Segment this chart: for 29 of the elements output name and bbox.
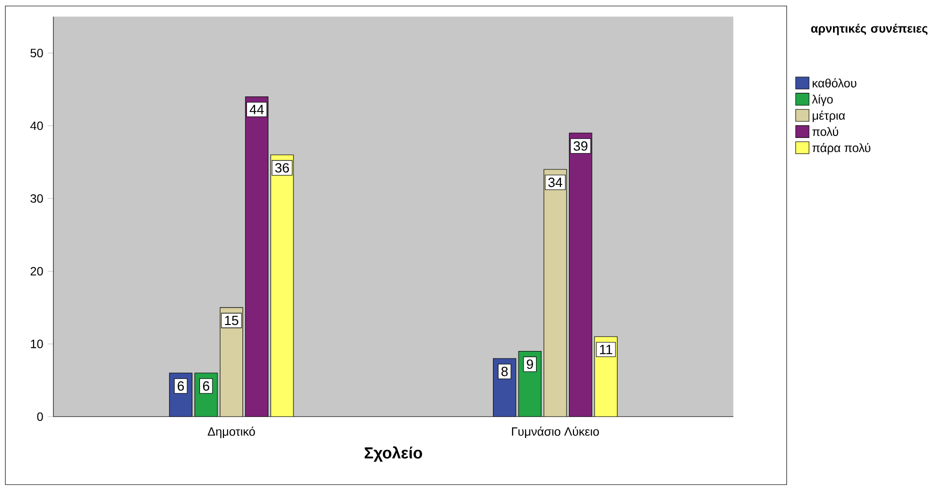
bar [544,169,567,417]
data-label: 11 [600,344,612,354]
data-label: 15 [225,316,238,326]
data-label: 34 [548,178,562,188]
bar [270,154,294,417]
data-label: 9 [526,359,533,369]
data-label: 6 [203,381,210,391]
x-axis-title: Σχολείο [364,446,422,462]
x-tick-label: Γυμνάσιο Λύκειο [512,426,599,438]
legend-label: πολύ [812,126,838,136]
data-label: 8 [501,366,508,376]
y-tick-label: 10 [30,340,43,348]
y-tick-label: 50 [30,48,43,58]
data-label: 39 [574,141,588,151]
legend-label: μέτρια [812,110,846,122]
legend-label: πάρα πολύ [812,142,870,154]
y-tick-label: 40 [30,122,43,130]
data-label: 44 [250,104,264,114]
y-tick-label: 0 [37,412,43,421]
y-tick-label: 30 [30,194,43,203]
bar [568,132,592,417]
legend-title: αρνητικές συνέπειες [811,24,928,36]
legend-label: καθόλου [812,78,856,88]
x-tick-label: Δημοτικό [208,426,255,438]
data-label: 36 [275,163,289,173]
y-tick-label: 20 [30,266,43,276]
data-label: 6 [178,381,184,391]
legend-label: λίγο [812,94,833,106]
bar [245,96,268,417]
